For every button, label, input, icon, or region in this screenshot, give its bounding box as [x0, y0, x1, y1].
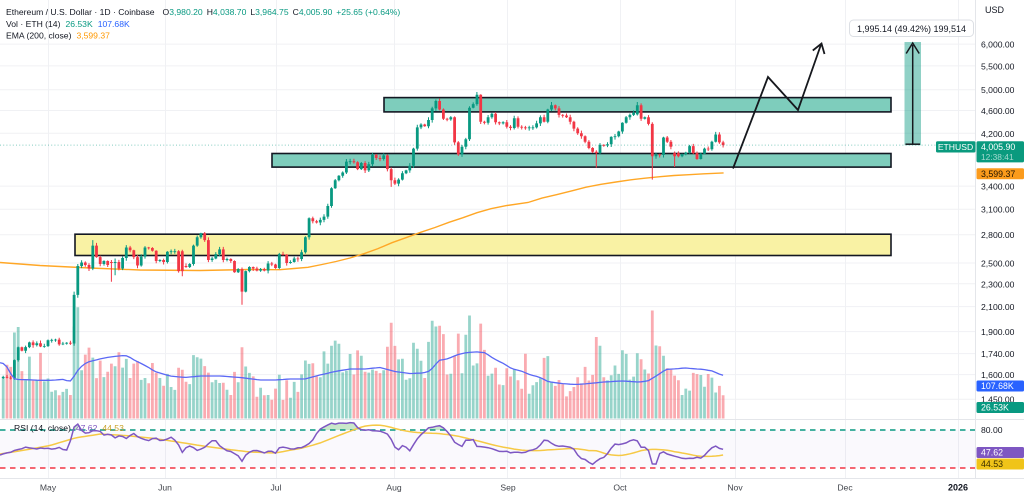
svg-text:Oct: Oct	[613, 483, 627, 493]
svg-text:USD: USD	[985, 5, 1005, 15]
svg-text:2,800.00: 2,800.00	[981, 230, 1015, 240]
svg-text:1,900.00: 1,900.00	[981, 327, 1015, 337]
svg-text:12:38:41: 12:38:41	[981, 152, 1014, 162]
svg-text:107.68K: 107.68K	[981, 381, 1014, 391]
svg-text:2026: 2026	[948, 483, 968, 493]
svg-text:May: May	[40, 483, 57, 493]
svg-text:5,500.00: 5,500.00	[981, 61, 1015, 71]
svg-text:4,600.00: 4,600.00	[981, 106, 1015, 116]
svg-text:1,600.00: 1,600.00	[981, 370, 1015, 380]
svg-text:3,400.00: 3,400.00	[981, 182, 1015, 192]
svg-text:4,200.00: 4,200.00	[981, 129, 1015, 139]
svg-text:80.00: 80.00	[981, 425, 1003, 435]
svg-text:2,100.00: 2,100.00	[981, 302, 1015, 312]
svg-text:47.62: 47.62	[981, 448, 1003, 458]
svg-text:Sep: Sep	[500, 483, 516, 493]
svg-text:Nov: Nov	[727, 483, 743, 493]
svg-text:26.53K: 26.53K	[981, 403, 1009, 413]
svg-text:44.53: 44.53	[981, 459, 1003, 469]
svg-text:3,599.37: 3,599.37	[981, 169, 1015, 179]
svg-text:5,000.00: 5,000.00	[981, 85, 1015, 95]
svg-text:3,100.00: 3,100.00	[981, 205, 1015, 215]
svg-text:2,300.00: 2,300.00	[981, 279, 1015, 289]
svg-text:EMA (200, close)3,599.37: EMA (200, close) 3,599.37	[6, 31, 110, 41]
svg-text:Dec: Dec	[837, 483, 853, 493]
svg-text:2,500.00: 2,500.00	[981, 259, 1015, 269]
svg-text:4,005.90: 4,005.90	[981, 142, 1015, 152]
svg-text:ETHUSD: ETHUSD	[938, 142, 973, 152]
svg-text:Jun: Jun	[158, 483, 172, 493]
svg-text:1,740.00: 1,740.00	[981, 349, 1015, 359]
svg-text:1,450.00: 1,450.00	[981, 395, 1015, 405]
svg-text:6,000.00: 6,000.00	[981, 40, 1015, 50]
svg-text:Jul: Jul	[271, 483, 282, 493]
svg-text:Aug: Aug	[386, 483, 402, 493]
svg-text:1,995.14 (49.42%) 199,514: 1,995.14 (49.42%) 199,514	[857, 24, 966, 34]
